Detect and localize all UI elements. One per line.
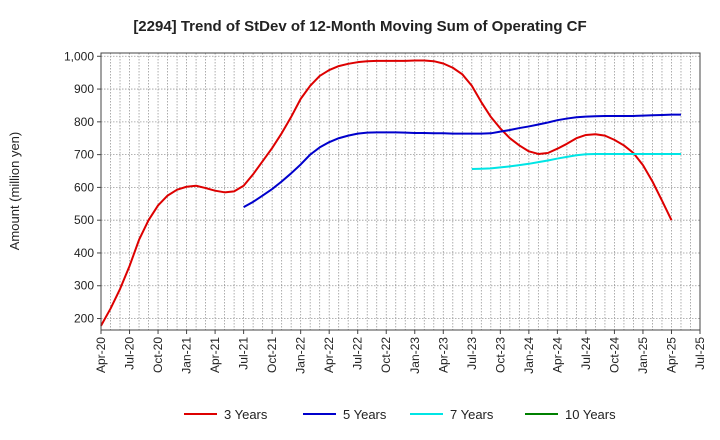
y-tick-label: 900 [74,82,94,96]
plot-frame [100,52,701,331]
series-line-7-years [471,152,681,171]
x-tick-label: Apr-24 [550,337,564,373]
y-tick-label: 600 [74,180,94,194]
x-tick-label: Oct-23 [493,337,507,373]
y-axis-label: Amount (million yen) [7,132,22,251]
x-tick-label: Jul-21 [237,337,251,370]
x-tick-label: Oct-21 [265,337,279,373]
legend-item: 5 Years [303,407,387,422]
y-axis: 200 300 400 500 600 700 800 900 1,000 [64,49,101,326]
x-tick-label: Oct-20 [151,337,165,373]
legend-label: 7 Years [450,407,494,422]
grid [100,53,701,330]
y-tick-label: 400 [74,246,94,260]
x-tick-label: Jan-23 [408,337,422,374]
x-tick-label: Apr-23 [436,337,450,373]
x-tick-label: Jul-23 [465,337,479,370]
series-layer [100,59,681,327]
y-tick-label: 500 [74,213,94,227]
plot-area [101,53,700,330]
y-tick-label: 300 [74,279,94,293]
series-line-5-years [243,113,681,208]
x-tick-label: Jan-25 [636,337,650,374]
x-tick-label: Jul-22 [351,337,365,370]
x-tick-label: Apr-25 [664,337,678,373]
chart-title: [2294] Trend of StDev of 12-Month Moving… [133,18,586,35]
x-tick-label: Jul-20 [123,337,137,370]
y-tick-label: 200 [74,312,94,326]
legend-item: 3 Years [184,407,268,422]
x-tick-label: Apr-21 [208,337,222,373]
legend: 3 Years 5 Years 7 Years 10 Years [184,407,616,422]
y-tick-label: 800 [74,115,94,129]
x-tick-label: Oct-22 [379,337,393,373]
x-tick-label: Oct-24 [607,337,621,373]
x-tick-label: Apr-20 [94,337,108,373]
x-axis: Apr-20 Jul-20 Oct-20 Jan-21 Apr-21 Jul-21 Oct-… [94,330,707,374]
legend-label: 3 Years [224,407,268,422]
x-tick-label: Jan-21 [180,337,194,374]
y-tick-label: 1,000 [64,49,94,63]
y-tick-label: 700 [74,148,94,162]
legend-item: 7 Years [410,407,494,422]
x-tick-label: Jul-24 [579,337,593,370]
x-tick-label: Jul-25 [693,337,707,370]
x-tick-label: Apr-22 [322,337,336,373]
x-tick-label: Jan-24 [522,337,536,374]
legend-label: 10 Years [565,407,616,422]
legend-item: 10 Years [525,407,616,422]
x-tick-label: Jan-22 [294,337,308,374]
legend-label: 5 Years [343,407,387,422]
series-line-3-years [100,59,673,327]
